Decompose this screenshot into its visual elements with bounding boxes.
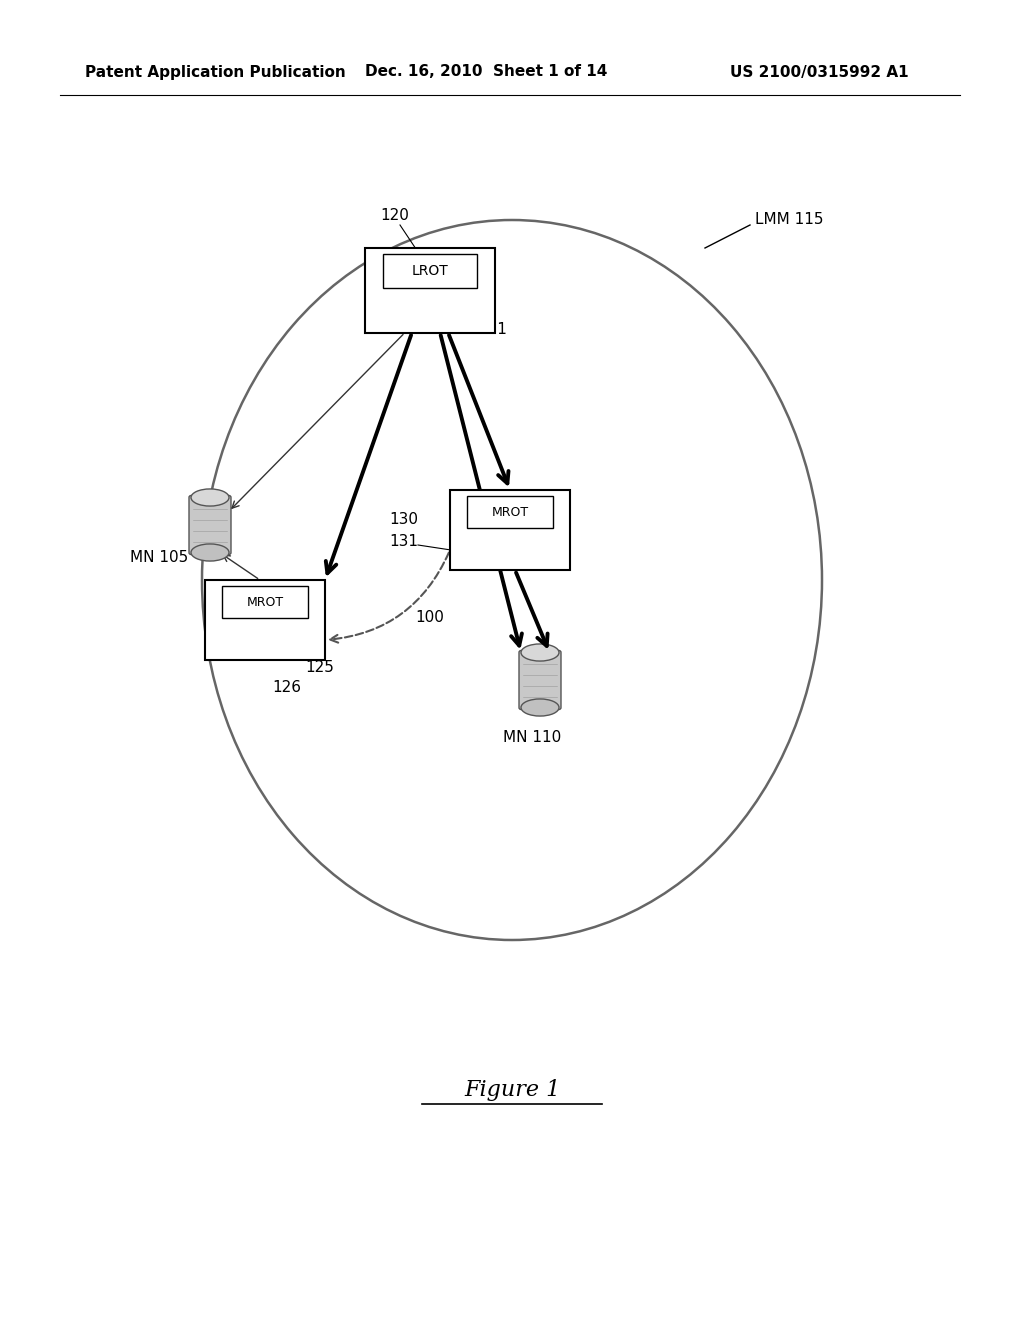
Text: 130: 130 (389, 512, 418, 528)
FancyBboxPatch shape (189, 495, 231, 554)
Text: 131: 131 (389, 535, 418, 549)
FancyArrowPatch shape (326, 335, 411, 573)
FancyBboxPatch shape (205, 579, 325, 660)
FancyBboxPatch shape (467, 496, 553, 528)
Text: MAG: MAG (248, 603, 283, 618)
Text: Dec. 16, 2010  Sheet 1 of 14: Dec. 16, 2010 Sheet 1 of 14 (365, 65, 607, 79)
Text: 125: 125 (305, 660, 334, 675)
Text: 126: 126 (272, 681, 301, 696)
FancyBboxPatch shape (222, 586, 308, 618)
Ellipse shape (191, 544, 229, 561)
FancyArrowPatch shape (232, 334, 403, 508)
FancyArrowPatch shape (516, 573, 548, 645)
Text: LROT: LROT (412, 264, 449, 279)
FancyBboxPatch shape (450, 490, 570, 570)
Text: MROT: MROT (492, 506, 528, 519)
FancyArrowPatch shape (223, 554, 258, 578)
Text: Patent Application Publication: Patent Application Publication (85, 65, 346, 79)
Text: 100: 100 (415, 610, 443, 626)
FancyArrowPatch shape (330, 553, 449, 643)
Ellipse shape (191, 488, 229, 506)
Text: MN 105: MN 105 (130, 550, 188, 565)
Text: US 2100/0315992 A1: US 2100/0315992 A1 (730, 65, 908, 79)
Ellipse shape (521, 644, 559, 661)
FancyBboxPatch shape (519, 651, 561, 710)
Text: Figure 1: Figure 1 (464, 1078, 560, 1101)
Text: LMM 115: LMM 115 (755, 213, 823, 227)
Text: LMA: LMA (413, 271, 447, 289)
Text: MAG: MAG (493, 513, 527, 528)
Text: MN 110: MN 110 (503, 730, 561, 744)
FancyBboxPatch shape (383, 255, 477, 288)
Text: 121: 121 (478, 322, 507, 338)
Text: MROT: MROT (247, 595, 284, 609)
Ellipse shape (521, 700, 559, 715)
Text: 120: 120 (381, 207, 410, 223)
FancyArrowPatch shape (440, 335, 522, 645)
FancyBboxPatch shape (365, 248, 495, 333)
FancyArrowPatch shape (449, 335, 509, 483)
